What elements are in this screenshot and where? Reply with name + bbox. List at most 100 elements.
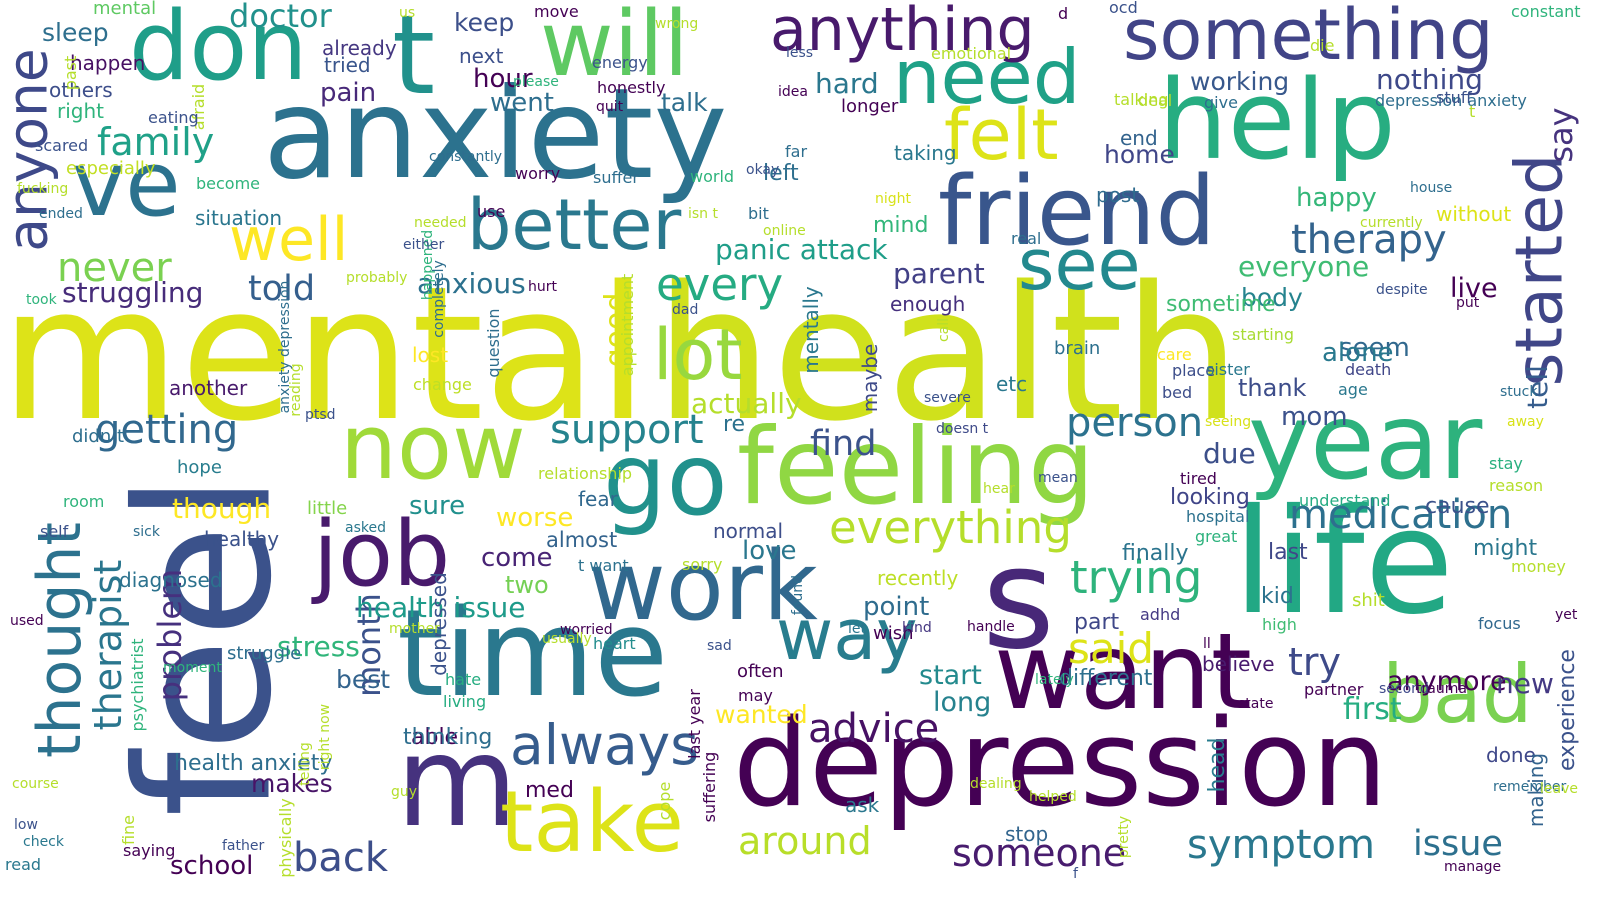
cloud-word: normal (713, 519, 784, 543)
cloud-word: symptom (1187, 822, 1375, 868)
cloud-word: re (723, 412, 746, 437)
cloud-word: mom (1281, 402, 1348, 432)
cloud-word: room (63, 492, 105, 511)
cloud-word: longer (841, 96, 899, 117)
cloud-word: issue (1413, 824, 1503, 864)
cloud-word: looking (1170, 485, 1250, 510)
cloud-word: love (742, 536, 797, 566)
cloud-word: around (738, 819, 872, 863)
cloud-word: stuck (1500, 384, 1538, 400)
cloud-word: felt (944, 94, 1059, 176)
cloud-word: enough (890, 292, 966, 316)
cloud-word: thinking (403, 725, 493, 750)
cloud-word: care (1157, 345, 1192, 364)
cloud-word: living (443, 692, 487, 711)
cloud-word: hurt (528, 279, 557, 295)
cloud-word: usually (542, 631, 592, 647)
cloud-word: might (1473, 536, 1538, 561)
cloud-word: someone (952, 831, 1127, 875)
cloud-word: suffer (593, 168, 639, 187)
cloud-word: health anxiety (174, 751, 333, 776)
cloud-word: med (525, 778, 574, 803)
cloud-word: end (1120, 126, 1158, 150)
cloud-word: online (763, 223, 806, 239)
cloud-word: anxious (417, 267, 526, 300)
cloud-word: took (26, 292, 57, 308)
cloud-word: course (12, 776, 59, 792)
cloud-word: happen (70, 51, 146, 75)
cloud-word: maybe (858, 343, 882, 413)
cloud-word: kid (1261, 584, 1294, 609)
cloud-word: ask (845, 793, 880, 817)
cloud-word: school (170, 851, 254, 881)
cloud-word: t (392, 0, 436, 119)
cloud-word: quit (596, 99, 624, 115)
cloud-word: asked (345, 520, 386, 536)
cloud-word: time (397, 585, 669, 724)
cloud-word: night (875, 191, 912, 207)
cloud-word: etc (996, 372, 1028, 396)
cloud-word: remember (1493, 779, 1567, 795)
cloud-word: less (786, 45, 814, 61)
cloud-word: point (863, 592, 930, 622)
cloud-word: family (97, 120, 215, 164)
cloud-word: partner (1304, 680, 1364, 699)
cloud-word: mean (1038, 470, 1078, 486)
cloud-word: post (1096, 183, 1140, 207)
cloud-word: mother (389, 621, 440, 637)
cloud-word: t (1469, 102, 1476, 121)
cloud-word: energy (592, 53, 648, 72)
cloud-word: fucking (17, 181, 69, 197)
cloud-word: mentally (799, 286, 823, 374)
cloud-word: may (738, 686, 773, 705)
cloud-word: taking (894, 141, 957, 165)
cloud-word: fear (578, 487, 618, 511)
cloud-word: feeling (737, 406, 1095, 528)
cloud-word: support (550, 407, 704, 453)
cloud-word: die (1310, 36, 1335, 55)
cloud-word: anxiety (263, 62, 728, 207)
cloud-word: alone (1322, 338, 1394, 368)
cloud-word: don (129, 0, 308, 102)
cloud-word: t want (578, 556, 629, 575)
cloud-word: leave (1540, 781, 1578, 797)
cloud-word: telling (297, 742, 313, 786)
cloud-word: place (1172, 361, 1216, 380)
cloud-word: never (57, 245, 172, 291)
cloud-word: health (655, 246, 1241, 462)
cloud-word: mind (873, 213, 929, 238)
cloud-word: ended (39, 206, 83, 222)
cloud-word: let (848, 621, 866, 637)
cloud-word: house (1410, 180, 1453, 196)
cloud-word: wanted (715, 700, 808, 729)
cloud-word: mental (93, 0, 157, 19)
cloud-word: ptsd (305, 407, 336, 423)
cloud-word: happy (1296, 183, 1377, 213)
cloud-word: another (169, 376, 248, 400)
cloud-word: sometime (1166, 292, 1276, 317)
cloud-word: two (505, 571, 549, 599)
cloud-word: doctor (229, 0, 332, 35)
cloud-word: helped (1029, 789, 1077, 805)
cloud-word: every (656, 258, 784, 311)
cloud-word: s (982, 518, 1055, 681)
cloud-word: stop (1005, 822, 1049, 846)
cloud-word: better (467, 184, 682, 266)
cloud-word: something (1123, 0, 1494, 76)
cloud-word: nothing (1376, 63, 1483, 96)
cloud-word: wish (873, 623, 914, 644)
cloud-word: call (936, 317, 952, 343)
cloud-word: medication (1289, 492, 1513, 538)
cloud-word: sick (133, 524, 160, 540)
cloud-word: give (1204, 93, 1238, 112)
cloud-word: everything (829, 501, 1072, 554)
cloud-word: long (933, 687, 992, 718)
cloud-word: panic attack (715, 233, 888, 266)
cloud-word: go (603, 421, 728, 538)
cloud-word: talk (661, 88, 708, 117)
cloud-word: body (1241, 283, 1303, 312)
cloud-word: left (763, 161, 799, 186)
cloud-word: lost (412, 343, 449, 367)
cloud-word: change (413, 375, 472, 394)
cloud-word: cause (1425, 494, 1490, 519)
